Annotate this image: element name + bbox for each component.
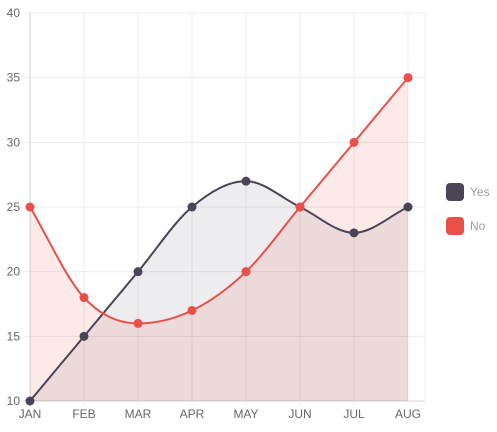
x-tick-label: JUL [343, 407, 365, 421]
y-tick-label: 10 [7, 394, 21, 408]
data-point-no[interactable] [349, 137, 359, 147]
data-point-no[interactable] [403, 73, 413, 83]
x-tick-label: JUN [288, 407, 311, 421]
data-point-yes[interactable] [79, 331, 89, 341]
data-point-yes[interactable] [403, 202, 413, 212]
data-point-yes[interactable] [187, 202, 197, 212]
data-point-no[interactable] [79, 293, 89, 303]
x-tick-label: MAY [233, 407, 258, 421]
x-tick-label: APR [180, 407, 205, 421]
x-tick-label: FEB [72, 407, 95, 421]
data-points [25, 73, 413, 406]
legend-label-yes[interactable]: Yes [470, 185, 490, 199]
series-area-no [30, 77, 408, 402]
data-point-no[interactable] [133, 318, 143, 328]
y-tick-label: 15 [7, 329, 21, 343]
data-point-yes[interactable] [133, 267, 143, 277]
y-tick-label: 25 [7, 200, 21, 214]
axes: 10 15 20 25 30 35 40 JAN FEB MAR APR MAY JUN JUL AUG [7, 6, 421, 421]
legend-swatch-no[interactable] [446, 217, 464, 235]
legend-swatch-yes[interactable] [446, 183, 464, 201]
series-area-yes [30, 181, 408, 401]
data-point-no[interactable] [241, 267, 251, 277]
y-tick-label: 30 [7, 135, 21, 149]
data-point-yes[interactable] [241, 176, 251, 186]
legend[interactable]: Yes No [446, 183, 490, 235]
data-point-no[interactable] [187, 305, 197, 315]
data-point-no[interactable] [25, 202, 35, 212]
data-point-no[interactable] [295, 202, 305, 212]
y-tick-label: 20 [7, 265, 21, 279]
legend-label-no[interactable]: No [470, 219, 486, 233]
y-tick-label: 35 [7, 71, 21, 85]
series-areas [30, 77, 408, 402]
x-tick-label: JAN [19, 407, 42, 421]
y-tick-label: 40 [7, 6, 21, 20]
data-point-yes[interactable] [349, 228, 359, 238]
x-tick-label: MAR [125, 407, 152, 421]
x-tick-label: AUG [395, 407, 421, 421]
data-point-yes[interactable] [25, 396, 35, 406]
